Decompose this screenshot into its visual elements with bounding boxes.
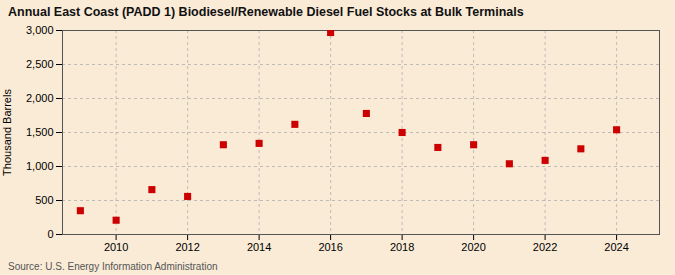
svg-text:500: 500 — [35, 194, 53, 206]
svg-text:2022: 2022 — [533, 241, 557, 253]
svg-text:2016: 2016 — [318, 241, 342, 253]
html-text:Annual East Coast (PADD 1) Bio: Annual East Coast (PADD 1) Biodiesel/Ren… — [8, 5, 524, 19]
svg-text:2018: 2018 — [390, 241, 414, 253]
svg-text:3,000: 3,000 — [26, 24, 54, 36]
svg-text:1,000: 1,000 — [26, 160, 54, 172]
svg-text:2020: 2020 — [461, 241, 485, 253]
svg-text:Thousand Barrels: Thousand Barrels — [1, 89, 13, 176]
svg-text:2014: 2014 — [247, 241, 271, 253]
html-text:Source: U.S. Energy Informatio: Source: U.S. Energy Information Administ… — [8, 261, 218, 272]
svg-text:2,000: 2,000 — [26, 92, 54, 104]
svg-text:1,500: 1,500 — [26, 126, 54, 138]
svg-text:2,500: 2,500 — [26, 58, 54, 70]
svg-text:2024: 2024 — [604, 241, 628, 253]
svg-text:2010: 2010 — [104, 241, 128, 253]
svg-text:2012: 2012 — [175, 241, 199, 253]
svg-text:0: 0 — [47, 228, 53, 240]
